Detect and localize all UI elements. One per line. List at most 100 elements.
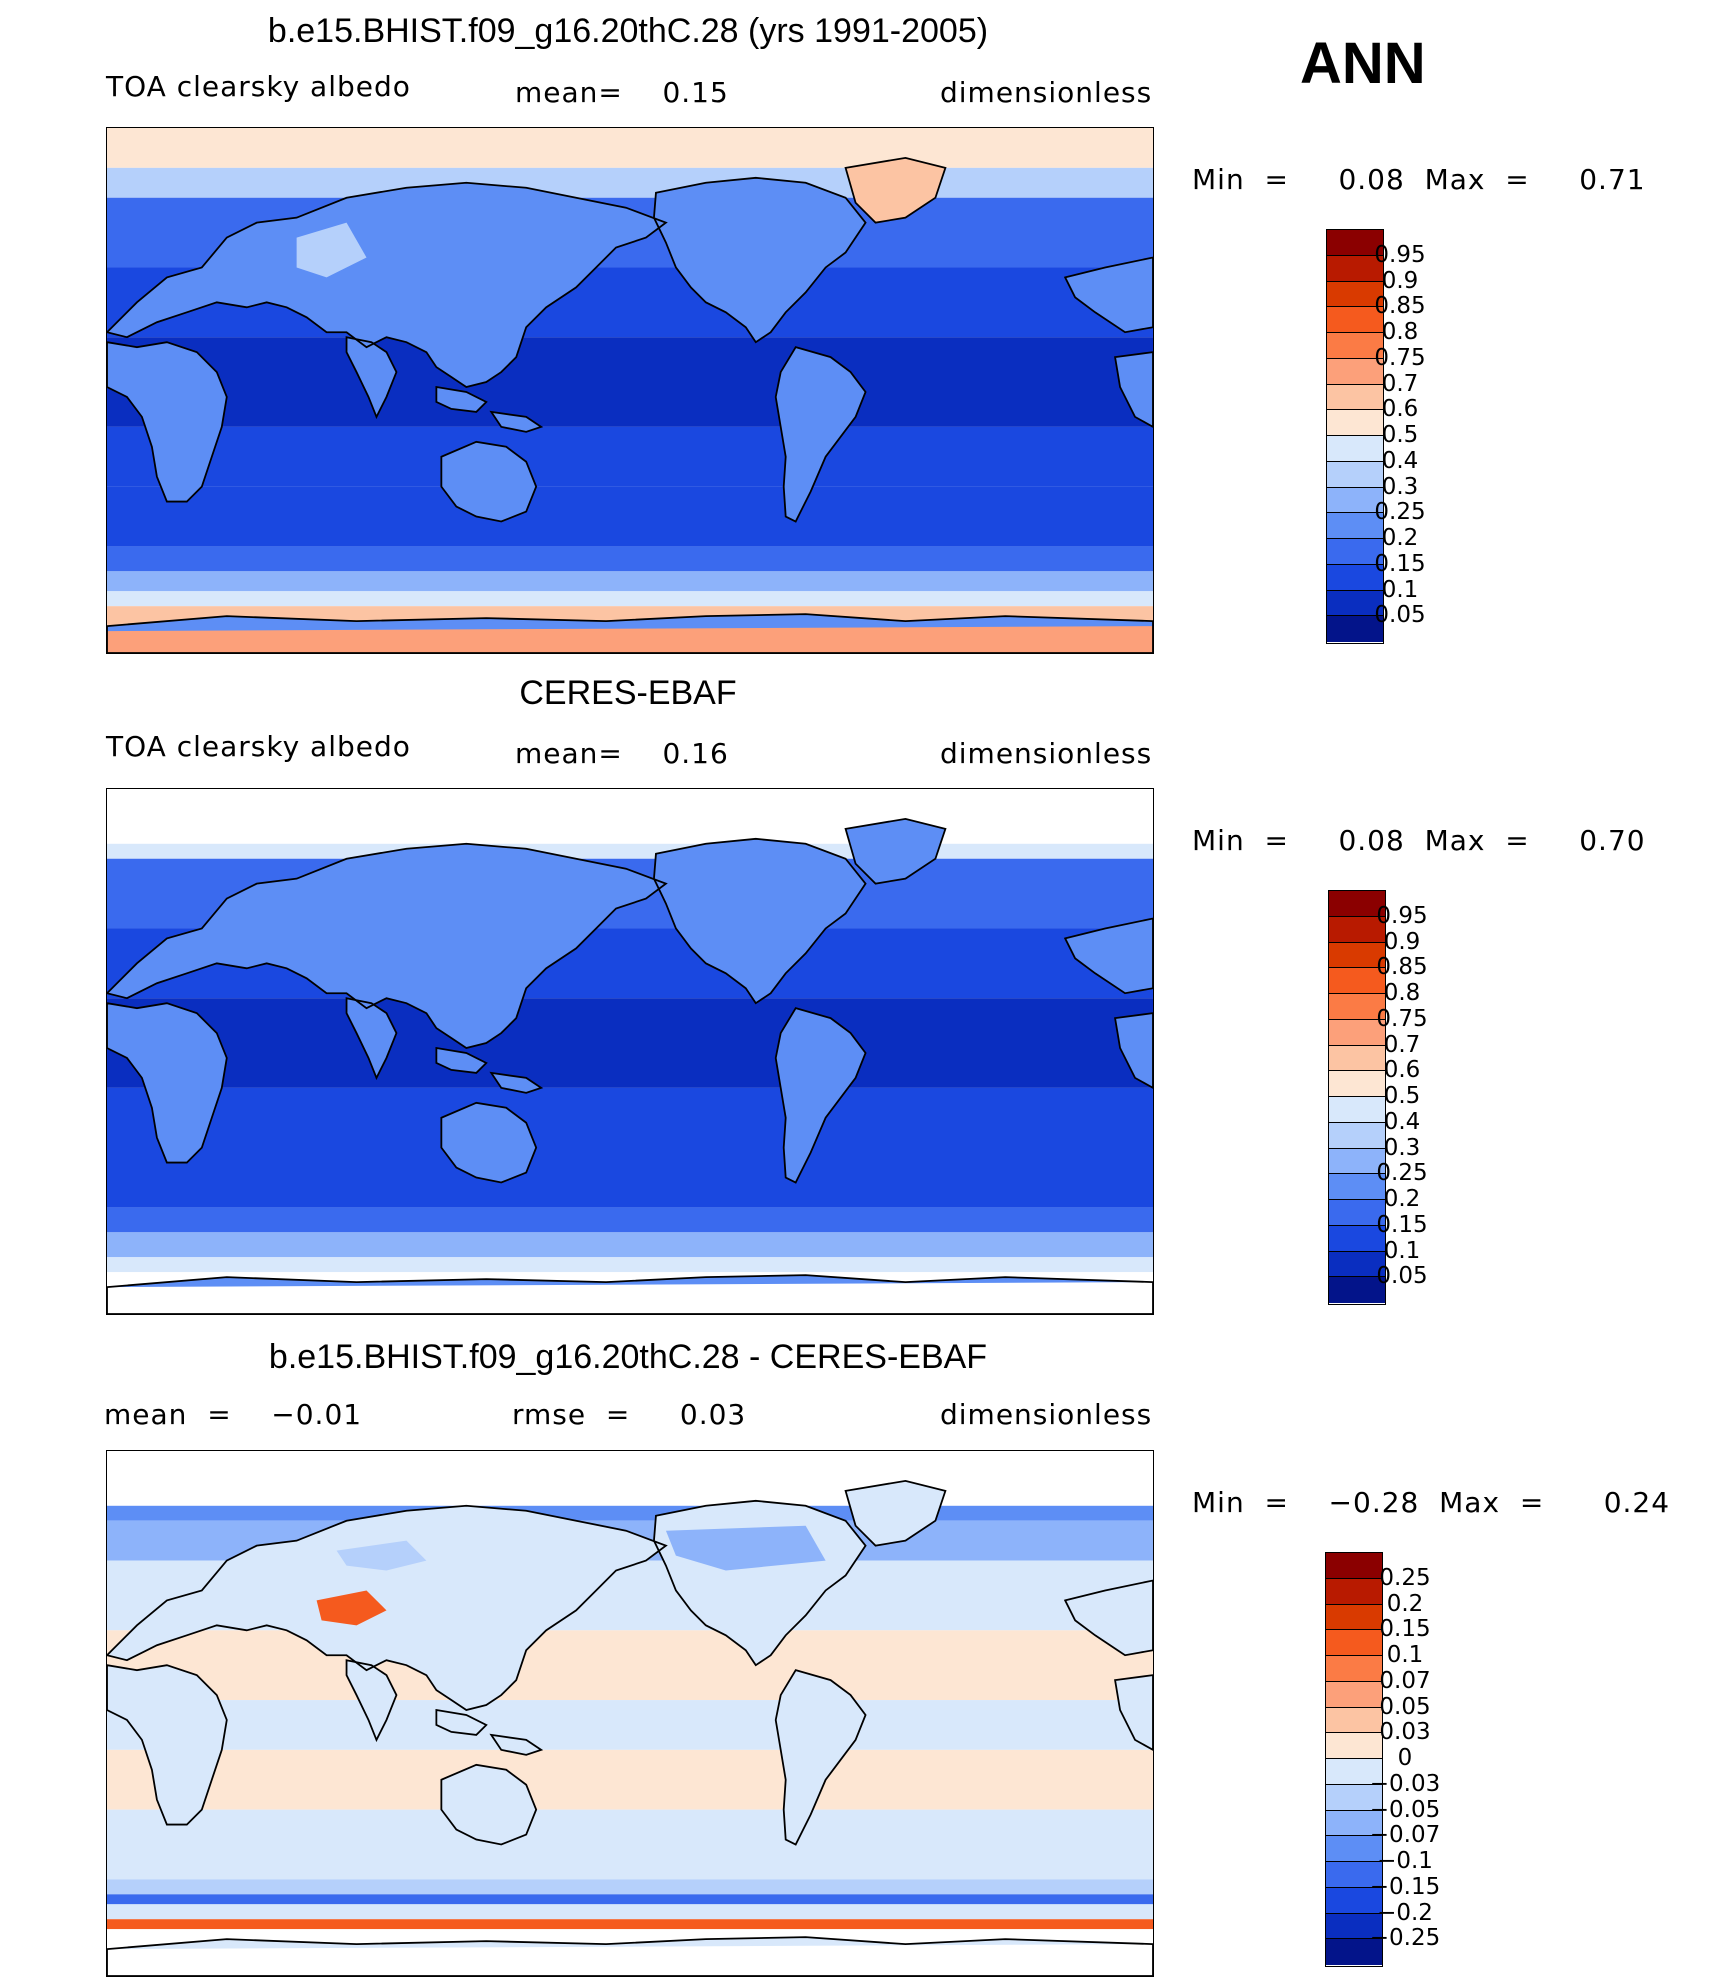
colorbar-label: 0.25 <box>1376 1160 1428 1187</box>
colorbar-swatch <box>1329 1225 1385 1252</box>
region-shape <box>489 1071 544 1094</box>
colorbar-swatch <box>1326 1707 1382 1734</box>
region-shape <box>440 440 538 523</box>
panel-3-map <box>106 1450 1154 1977</box>
region-shape <box>1063 917 1153 995</box>
colorbar-label: 0.7 <box>1383 1031 1421 1058</box>
panel-1-colorbar <box>1326 229 1384 644</box>
region-shape <box>346 998 397 1078</box>
field-band <box>107 1087 1153 1208</box>
colorbar-swatch <box>1329 994 1385 1020</box>
field-band <box>107 1749 1153 1810</box>
panel-3-rmse-label: rmse = 0.03 <box>512 1398 747 1431</box>
colorbar-swatch <box>1327 281 1383 308</box>
region-shape <box>107 1936 1153 1976</box>
region-shape <box>346 1660 397 1740</box>
region-shape <box>774 346 867 523</box>
field-band <box>107 1451 1153 1506</box>
colorbar-swatch <box>1327 513 1383 539</box>
field-band <box>107 1207 1153 1233</box>
colorbar-swatch <box>1329 916 1385 943</box>
colorbar-swatch <box>1327 384 1383 411</box>
region-shape <box>436 1710 487 1735</box>
colorbar-swatch <box>1329 1277 1385 1303</box>
field-band <box>107 1809 1153 1880</box>
colorbar-label: 0.75 <box>1374 344 1426 371</box>
region-shape <box>440 1763 538 1846</box>
region-shape <box>1115 1013 1153 1088</box>
region-shape <box>107 626 1153 653</box>
field-band <box>107 1232 1153 1258</box>
region-shape <box>1065 1580 1153 1656</box>
region-shape <box>774 1007 867 1184</box>
colorbar-swatch <box>1327 333 1383 359</box>
colorbar-label: 0.2 <box>1386 1590 1424 1617</box>
field-band <box>107 1505 1153 1521</box>
colorbar-swatch <box>1326 1578 1382 1605</box>
panel-2-map-svg <box>107 789 1153 1314</box>
region-shape <box>107 842 668 1049</box>
colorbar-swatch <box>1329 891 1385 917</box>
colorbar-swatch <box>1329 1019 1385 1046</box>
colorbar-swatch <box>1326 1630 1382 1656</box>
colorbar-swatch <box>1326 1604 1382 1631</box>
region-shape <box>1063 1579 1153 1657</box>
colorbar-label: −0.15 <box>1369 1873 1441 1900</box>
colorbar-label: 0.2 <box>1381 525 1419 551</box>
region-shape <box>107 613 1153 653</box>
region-shape <box>435 385 488 413</box>
colorbar-label: 0.15 <box>1376 1211 1428 1238</box>
field-band <box>107 591 1153 607</box>
region-shape <box>436 387 487 412</box>
region-shape <box>489 410 544 433</box>
region-shape <box>107 342 227 502</box>
field-band <box>107 1630 1153 1701</box>
region-shape <box>1065 918 1153 994</box>
region-shape <box>441 441 537 522</box>
colorbar-label: 0.85 <box>1376 954 1428 981</box>
region-shape <box>107 1504 668 1711</box>
region-shape <box>775 347 866 522</box>
field-band <box>107 789 1153 844</box>
region-shape <box>296 222 367 278</box>
colorbar-swatch <box>1327 616 1383 642</box>
region-shape <box>653 177 866 343</box>
region-shape <box>107 1664 228 1826</box>
region-shape <box>345 997 398 1081</box>
region-shape <box>107 1003 227 1163</box>
colorbar-label: 0.95 <box>1376 902 1428 929</box>
colorbar-label: 0.25 <box>1374 499 1426 526</box>
region-shape <box>435 1708 488 1736</box>
region-shape <box>107 1282 1153 1314</box>
field-band <box>107 1257 1153 1273</box>
colorbar-swatch <box>1326 1887 1382 1914</box>
colorbar-swatch <box>1329 1045 1385 1072</box>
field-band <box>107 571 1153 592</box>
panel-1-variable-label: TOA clearsky albedo <box>106 70 411 103</box>
colorbar-label: 0.2 <box>1383 1186 1421 1212</box>
colorbar-swatch <box>1329 968 1385 994</box>
region-shape <box>845 1480 946 1546</box>
region-shape <box>844 817 947 885</box>
colorbar-swatch <box>1327 564 1383 591</box>
panel-3-map-svg <box>107 1451 1153 1976</box>
region-shape <box>653 838 866 1004</box>
colorbar-label: 0.07 <box>1379 1667 1431 1694</box>
colorbar-label: −0.2 <box>1377 1899 1433 1926</box>
region-shape <box>665 1525 826 1571</box>
region-shape <box>844 1479 947 1547</box>
colorbar-label: 0.1 <box>1383 1237 1421 1264</box>
region-shape <box>345 1659 398 1743</box>
region-shape <box>107 341 228 503</box>
region-shape <box>775 1008 866 1183</box>
region-shape <box>107 1274 1153 1314</box>
colorbar-swatch <box>1326 1810 1382 1837</box>
colorbar-label: 0.05 <box>1379 1693 1431 1720</box>
panel-1-units-label: dimensionless <box>940 76 1153 109</box>
panel-2-variable-label: TOA clearsky albedo <box>106 730 411 763</box>
colorbar-swatch <box>1327 410 1383 436</box>
field-band <box>107 998 1153 1088</box>
region-shape <box>107 181 668 388</box>
colorbar-swatch <box>1326 1681 1382 1708</box>
colorbar-swatch <box>1326 1553 1382 1579</box>
